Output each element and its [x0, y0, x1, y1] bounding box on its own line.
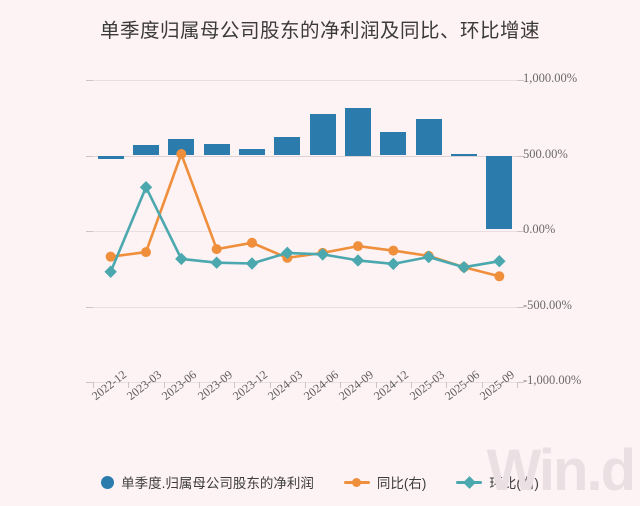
- bar-series: [93, 80, 517, 382]
- y-axis-right-label: 0.00%: [523, 222, 556, 236]
- data-point-marker: [493, 254, 506, 268]
- x-axis-tick-mark: [269, 382, 271, 388]
- bar: [380, 132, 407, 156]
- legend-dot-icon: [101, 475, 115, 489]
- data-point-marker: [139, 180, 153, 194]
- legend-label: 环比(右): [489, 476, 539, 491]
- data-point-marker: [422, 250, 435, 264]
- plot-area: 200.000.00-200.00-400.00-600.00 1,000.00…: [86, 71, 581, 387]
- legend-label: 单季度.归属母公司股东的净利润: [121, 476, 314, 491]
- data-point-marker: [353, 241, 363, 252]
- line-path: [109, 185, 501, 274]
- x-axis-tick-mark: [305, 382, 306, 388]
- axis-tick-mark: [517, 80, 524, 81]
- x-axis-tick-mark: [481, 382, 483, 388]
- x-axis-tick-mark: [411, 382, 412, 388]
- x-axis: 2022-12 2023-03 2023-06 2023-09 2023-12 2024-…: [89, 367, 518, 502]
- axis-tick-mark: [86, 80, 93, 81]
- x-axis-tick-mark: [163, 382, 165, 388]
- x-axis-tick-mark: [93, 382, 94, 388]
- legend-item-2[interactable]: 环比(右): [456, 472, 539, 492]
- gridline: [93, 231, 517, 232]
- data-point-marker: [494, 271, 505, 282]
- data-point-marker: [387, 257, 400, 271]
- data-point-marker: [316, 248, 329, 261]
- y-axis-right-label: -1,000.00%: [523, 373, 582, 387]
- x-axis-tick-mark: [128, 382, 130, 388]
- line-path: [109, 152, 501, 278]
- x-axis-tick-mark: [234, 382, 236, 388]
- axis-tick-mark: [517, 231, 524, 232]
- bar: [486, 155, 513, 230]
- y-axis-right-label: 500.00%: [523, 146, 568, 161]
- x-axis-tick-mark: [340, 382, 342, 388]
- bar: [203, 144, 230, 156]
- gridline: [93, 80, 517, 81]
- bar: [133, 144, 159, 156]
- data-point-marker: [457, 261, 471, 274]
- axis-tick-mark: [517, 382, 524, 383]
- line-series: [104, 148, 506, 282]
- bar: [274, 137, 301, 156]
- data-point-marker: [175, 252, 188, 266]
- x-axis-tick-mark: [517, 382, 518, 388]
- axis-tick-mark: [86, 155, 93, 157]
- axis-tick-mark: [517, 155, 524, 157]
- data-point-marker: [211, 244, 222, 255]
- bar: [345, 108, 371, 156]
- x-axis-tick-mark: [446, 382, 448, 388]
- x-axis-tick-mark: [199, 382, 200, 388]
- data-point-marker: [104, 265, 117, 278]
- axis-tick-mark: [86, 306, 93, 308]
- legend-line-diamond-icon: [456, 480, 483, 484]
- data-point-marker: [141, 247, 151, 258]
- bar: [239, 148, 265, 156]
- data-point-marker: [245, 257, 259, 270]
- data-point-marker: [210, 256, 223, 269]
- axis-tick-mark: [86, 382, 93, 383]
- legend-line-circle-icon: [343, 477, 370, 487]
- x-axis-tick-mark: [375, 382, 377, 388]
- data-point-marker: [388, 245, 399, 256]
- axis-tick-mark: [86, 231, 93, 232]
- bar: [415, 118, 442, 156]
- chart-legend: 单季度.归属母公司股东的净利润 同比(右) 环比(右): [0, 472, 640, 492]
- data-point-marker: [105, 251, 116, 262]
- legend-label: 同比(右): [376, 476, 427, 491]
- legend-item-0[interactable]: 单季度.归属母公司股东的净利润: [101, 472, 314, 492]
- y-axis-right-label: 1,000.00%: [523, 71, 578, 85]
- bar: [168, 138, 195, 156]
- data-point-marker: [247, 237, 257, 248]
- gridline: [93, 306, 517, 308]
- y-axis-right-label: -500.00%: [523, 297, 572, 312]
- chart-title: 单季度归属母公司股东的净利润及同比、环比增速: [99, 20, 540, 42]
- data-point-marker: [176, 148, 187, 159]
- bar: [97, 155, 124, 159]
- data-point-marker: [351, 254, 365, 267]
- bar: [309, 113, 336, 156]
- gridline: [93, 155, 517, 157]
- legend-item-1[interactable]: 同比(右): [343, 472, 427, 492]
- axis-tick-mark: [517, 306, 524, 308]
- bar: [451, 153, 477, 156]
